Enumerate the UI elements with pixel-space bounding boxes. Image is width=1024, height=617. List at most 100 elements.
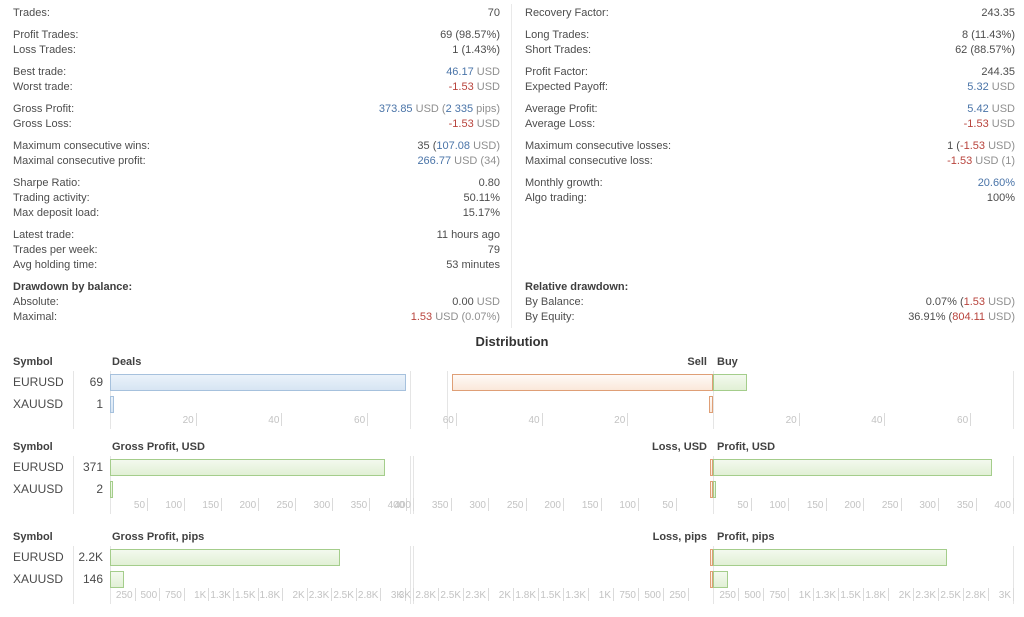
symbol-column-header: Symbol <box>13 531 53 543</box>
axis-tick-label: 400 <box>994 500 1011 511</box>
stat-label: Sharpe Ratio: <box>13 177 81 189</box>
axis-tick-label: 1.5K <box>840 590 861 601</box>
axis-tick-label: 250 <box>506 500 524 511</box>
axis-tick <box>888 588 889 601</box>
stat-value: 5.32 USD <box>967 80 1015 95</box>
stat-value-segment: -1.53 <box>963 118 989 130</box>
axis-tick <box>183 588 185 601</box>
axis-tick <box>331 588 333 601</box>
stat-value-segment: 5.42 <box>967 103 989 115</box>
axis-tick <box>405 588 407 601</box>
stat-row: Algo trading: 100% <box>525 191 1015 206</box>
stat-value: -1.53 USD <box>449 117 500 132</box>
axis-tick-label: 350 <box>431 500 449 511</box>
stat-label: Trades per week: <box>13 244 98 256</box>
axis-tick <box>355 588 357 601</box>
axis-tick <box>788 588 789 601</box>
stat-row: Profit Trades: 69 (98.57%) <box>13 28 500 43</box>
stat-group: Sharpe Ratio: 0.80 Trading activity: 50.11%… <box>13 176 500 221</box>
distribution-chart-block: Symbol Gross Profit, USD Loss, USD Profit, … <box>0 440 1024 520</box>
xauusd-count-value: 146 <box>82 572 103 586</box>
axis-tick-label: 1.8K <box>865 590 886 601</box>
stat-value: 69 (98.57%) <box>440 28 500 43</box>
xauusd-count-value: 1 <box>96 397 103 411</box>
axis-tick <box>738 588 739 601</box>
axis-tick-label: 100 <box>769 500 786 511</box>
axis-tick-label: 300 <box>919 500 936 511</box>
stat-row: Average Loss: -1.53 USD <box>525 117 1015 132</box>
stat-value-segment: 15.17% <box>462 207 500 219</box>
stat-value-segment: 46.17 <box>446 66 474 78</box>
stat-value: -1.53 USD <box>964 117 1015 132</box>
axis-tick-label: 250 <box>669 590 686 601</box>
stat-value-segment: 20.60% <box>977 177 1015 189</box>
axis-tick-label: 100 <box>165 500 183 511</box>
stat-row: Profit Factor: 244.35 <box>525 65 1015 80</box>
stat-row: Latest trade: 11 hours ago <box>13 228 500 243</box>
chart-gridline <box>413 456 414 514</box>
eurusd-left-bar <box>110 459 385 476</box>
stat-label: Gross Loss: <box>13 118 72 130</box>
stat-group: Best trade: 46.17 USD Worst trade: -1.53 US… <box>13 65 500 95</box>
axis-tick <box>663 588 664 601</box>
stat-label: Loss Trades: <box>13 44 76 56</box>
stat-label: By Balance: <box>525 296 584 308</box>
axis-tick-label: 2.5K <box>333 590 354 601</box>
stat-value: 62 (88.57%) <box>955 43 1015 58</box>
axis-tick-label: 350 <box>350 500 368 511</box>
stat-group: Average Profit: 5.42 USD Average Loss: -1.5… <box>525 102 1015 132</box>
chart-gridline <box>73 546 74 604</box>
stat-label: Maximal consecutive loss: <box>525 155 653 167</box>
axis-tick-label: 200 <box>544 500 561 511</box>
stat-value-segment: -1.53 <box>959 140 986 152</box>
xauusd-symbol-label: XAUUSD <box>13 572 64 586</box>
stat-label: Average Profit: <box>525 103 598 115</box>
stat-label: Max deposit load: <box>13 207 100 219</box>
neg-side-title: Loss, USD <box>651 441 707 453</box>
stat-label: Avg holding time: <box>13 259 98 271</box>
stat-label: Trades: <box>13 7 50 19</box>
stat-value-segment: 35 ( <box>417 140 437 152</box>
axis-tick-label: 200 <box>239 500 257 511</box>
axis-tick-label: 750 <box>619 590 636 601</box>
stat-label: Expected Payoff: <box>525 81 608 93</box>
chart-gridline <box>1013 546 1014 604</box>
neg-side-title: Sell <box>687 356 707 368</box>
axis-tick-label: 500 <box>644 590 661 601</box>
stat-value-segment: USD <box>473 118 500 130</box>
axis-tick <box>813 588 814 601</box>
stat-label: Average Loss: <box>525 118 596 130</box>
stat-value-segment: 8 (11.43%) <box>962 29 1015 41</box>
chart-gridline <box>410 546 411 604</box>
xauusd-neg-bar <box>710 481 713 498</box>
stat-value: 70 <box>488 6 500 21</box>
stat-value: 8 (11.43%) <box>962 28 1015 43</box>
stat-label: Recovery Factor: <box>525 7 609 19</box>
axis-tick-label: 300 <box>313 500 331 511</box>
stat-value-segment: 804.11 <box>952 311 986 323</box>
stat-label: Maximum consecutive losses: <box>525 140 672 152</box>
axis-tick-label: 2K <box>898 590 911 601</box>
eurusd-left-bar <box>110 549 340 566</box>
axis-tick-label: 1K <box>194 590 207 601</box>
axis-tick-label: 2.8K <box>965 590 986 601</box>
stat-value: -1.53 USD <box>449 80 500 95</box>
axis-tick <box>1013 588 1014 601</box>
stat-value: 35 (107.08 USD) <box>417 139 500 154</box>
distribution-chart-block: Symbol Gross Profit, pips Loss, pips Profit… <box>0 530 1024 610</box>
stat-value: 1.53 USD (0.07%) <box>411 310 500 325</box>
axis-tick <box>208 588 210 601</box>
axis-tick <box>159 588 161 601</box>
stat-value-segment: USD <box>988 81 1015 93</box>
eurusd-symbol-label: EURUSD <box>13 375 64 389</box>
eurusd-neg-bar <box>710 549 713 566</box>
axis-tick <box>258 498 260 511</box>
eurusd-pos-bar <box>713 374 748 391</box>
axis-tick-label: 100 <box>619 500 636 511</box>
stat-group: Latest trade: 11 hours ago Trades per week… <box>13 228 500 273</box>
stat-value-segment: 0.80 <box>478 177 500 189</box>
axis-tick <box>541 413 543 426</box>
axis-tick-label: 250 <box>881 500 899 511</box>
axis-tick <box>406 498 408 511</box>
stat-value-segment: USD <box>473 66 500 78</box>
